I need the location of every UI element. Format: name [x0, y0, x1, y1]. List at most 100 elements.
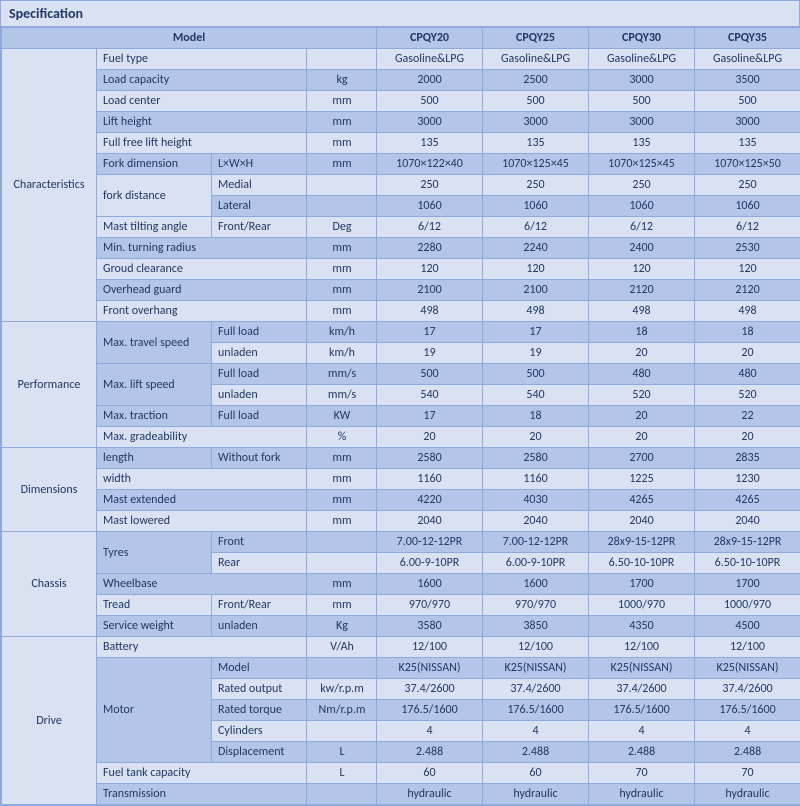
value-cell: 3000	[589, 70, 695, 91]
value-cell: 1060	[483, 196, 589, 217]
value-cell: K25(NISSAN)	[589, 658, 695, 679]
value-cell: 498	[377, 301, 483, 322]
value-cell: 20	[377, 427, 483, 448]
spec-table: ModelCPQY20CPQY25CPQY30CPQY35Characteris…	[1, 27, 800, 805]
table-row: ChassisTyresFront7.00-12-12PR7.00-12-12P…	[2, 532, 800, 553]
value-cell: 2530	[695, 238, 800, 259]
table-row: Service weightunladenKg3580385043504500	[2, 616, 800, 637]
param-label: fork distance	[97, 175, 212, 217]
unit-label	[307, 721, 377, 742]
value-cell: 4	[695, 721, 800, 742]
value-cell: 2040	[695, 511, 800, 532]
unit-label: mm	[307, 112, 377, 133]
value-cell: 2835	[695, 448, 800, 469]
value-cell: 18	[483, 406, 589, 427]
table-row: Mast loweredmm2040204020402040	[2, 511, 800, 532]
unit-label	[307, 175, 377, 196]
value-cell: 250	[377, 175, 483, 196]
unit-label: mm	[307, 469, 377, 490]
table-row: CharacteristicsFuel typeGasoline&LPGGaso…	[2, 49, 800, 70]
category-characteristics: Characteristics	[2, 49, 97, 322]
table-row: Min. turning radiusmm2280224024002530	[2, 238, 800, 259]
value-cell: 37.4/2600	[589, 679, 695, 700]
value-cell: 22	[695, 406, 800, 427]
value-cell: 520	[695, 385, 800, 406]
value-cell: 12/100	[589, 637, 695, 658]
table-row: Front overhangmm498498498498	[2, 301, 800, 322]
value-cell: 1060	[377, 196, 483, 217]
value-cell: 2000	[377, 70, 483, 91]
value-cell: 1070×125×45	[483, 154, 589, 175]
param-label: Max. lift speed	[97, 364, 212, 406]
value-cell: 2.488	[483, 742, 589, 763]
value-cell: 70	[589, 763, 695, 784]
unit-label	[307, 784, 377, 805]
unit-label: mm	[307, 490, 377, 511]
table-row: Fork dimensionL×W×Hmm1070×122×401070×125…	[2, 154, 800, 175]
value-cell: Gasoline&LPG	[589, 49, 695, 70]
table-row: Overhead guardmm2100210021202120	[2, 280, 800, 301]
sub-label: Rated output	[212, 679, 307, 700]
value-cell: 37.4/2600	[377, 679, 483, 700]
unit-label: kg	[307, 70, 377, 91]
value-cell: 17	[377, 406, 483, 427]
value-cell: 6/12	[483, 217, 589, 238]
sub-label: Without fork	[212, 448, 307, 469]
table-row: Load centermm500500500500	[2, 91, 800, 112]
value-cell: 4030	[483, 490, 589, 511]
value-cell: 2700	[589, 448, 695, 469]
value-cell: 70	[695, 763, 800, 784]
param-label: Fork dimension	[97, 154, 212, 175]
table-row: Full free lift heightmm135135135135	[2, 133, 800, 154]
sub-label: unladen	[212, 385, 307, 406]
param-label: Groud clearance	[97, 259, 307, 280]
value-cell: 7.00-12-12PR	[377, 532, 483, 553]
value-cell: 480	[695, 364, 800, 385]
value-cell: 2240	[483, 238, 589, 259]
unit-label	[307, 49, 377, 70]
table-row: MotorModelK25(NISSAN)K25(NISSAN)K25(NISS…	[2, 658, 800, 679]
value-cell: 2040	[483, 511, 589, 532]
value-cell: 6/12	[377, 217, 483, 238]
table-row: fork distanceMedial250250250250	[2, 175, 800, 196]
unit-label: V/Ah	[307, 637, 377, 658]
unit-label: mm	[307, 301, 377, 322]
value-cell: 2.488	[589, 742, 695, 763]
header-CPQY25: CPQY25	[483, 28, 589, 49]
category-dimensions: Dimensions	[2, 448, 97, 532]
value-cell: hydraulic	[377, 784, 483, 805]
value-cell: 17	[377, 322, 483, 343]
table-row: widthmm1160116012251230	[2, 469, 800, 490]
value-cell: 2580	[377, 448, 483, 469]
value-cell: 19	[483, 343, 589, 364]
param-label: Load capacity	[97, 70, 307, 91]
param-label: Front overhang	[97, 301, 307, 322]
param-label: Min. turning radius	[97, 238, 307, 259]
unit-label: mm	[307, 154, 377, 175]
value-cell: 540	[483, 385, 589, 406]
value-cell: 1160	[483, 469, 589, 490]
unit-label: L	[307, 742, 377, 763]
value-cell: hydraulic	[589, 784, 695, 805]
sub-label: Cylinders	[212, 721, 307, 742]
unit-label: mm/s	[307, 364, 377, 385]
value-cell: 1700	[589, 574, 695, 595]
sub-label: L×W×H	[212, 154, 307, 175]
value-cell: 1070×122×40	[377, 154, 483, 175]
param-label: Wheelbase	[97, 574, 307, 595]
value-cell: 500	[483, 91, 589, 112]
value-cell: 498	[483, 301, 589, 322]
table-row: Mast tilting angleFront/RearDeg6/126/126…	[2, 217, 800, 238]
value-cell: 12/100	[483, 637, 589, 658]
table-row: Wheelbasemm1600160017001700	[2, 574, 800, 595]
value-cell: 520	[589, 385, 695, 406]
value-cell: 250	[589, 175, 695, 196]
value-cell: 480	[589, 364, 695, 385]
unit-label: L	[307, 763, 377, 784]
table-row: DriveBatteryV/Ah12/10012/10012/10012/100	[2, 637, 800, 658]
value-cell: 1225	[589, 469, 695, 490]
category-chassis: Chassis	[2, 532, 97, 637]
unit-label: mm	[307, 133, 377, 154]
param-label: Transmission	[97, 784, 307, 805]
table-row: Mast extendedmm4220403042654265	[2, 490, 800, 511]
